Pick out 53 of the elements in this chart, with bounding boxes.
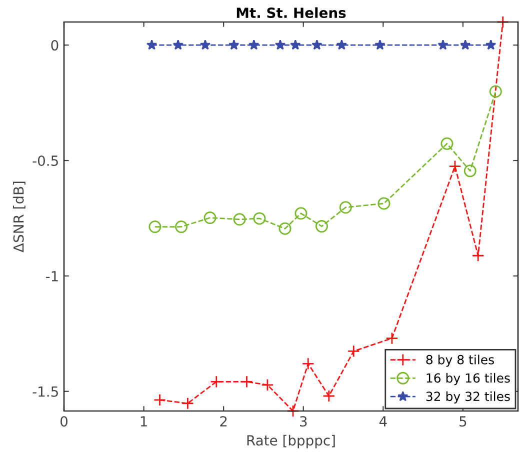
- point: [460, 40, 471, 50]
- y-tick-label: -1: [46, 271, 58, 282]
- point: [233, 213, 246, 226]
- x-tick-label: 3: [300, 416, 307, 427]
- point: [148, 220, 162, 234]
- point: [312, 40, 322, 50]
- point: [228, 40, 240, 50]
- x-tick-label: 5: [460, 416, 466, 427]
- x-tick-label: 2: [220, 416, 227, 426]
- point: [472, 249, 484, 262]
- point: [486, 40, 496, 50]
- point: [261, 378, 274, 392]
- y-tick-label: -1.5: [32, 386, 58, 397]
- legend-label: 32 by 32 tiles: [426, 391, 510, 404]
- x-tick-label: 1: [140, 416, 147, 426]
- point: [278, 222, 292, 235]
- point: [438, 40, 448, 50]
- point: [181, 397, 194, 410]
- x-axis-title: Rate [bpppc]: [247, 434, 335, 448]
- point: [204, 212, 216, 224]
- point: [322, 390, 336, 402]
- y-tick-label: 0: [51, 40, 58, 51]
- point: [248, 40, 260, 50]
- point: [386, 332, 398, 345]
- point: [240, 375, 253, 388]
- point: [315, 220, 328, 233]
- point: [200, 40, 211, 50]
- x-tick-label: 0: [60, 416, 68, 427]
- point: [294, 207, 308, 220]
- point: [253, 212, 266, 225]
- point: [339, 201, 352, 214]
- point: [153, 394, 166, 406]
- x-tick-label: 4: [379, 416, 387, 426]
- point: [464, 164, 476, 178]
- y-tick-label: -0.5: [32, 155, 58, 166]
- point: [347, 344, 360, 358]
- chart-title: Mt. St. Helens: [236, 7, 346, 18]
- point: [378, 197, 390, 210]
- point: [172, 40, 184, 50]
- point: [489, 85, 502, 98]
- point: [210, 375, 223, 388]
- legend-label: 8 by 8 tiles: [426, 354, 494, 367]
- point: [302, 357, 314, 370]
- point: [374, 40, 386, 50]
- point: [175, 220, 188, 234]
- legend-label: 16 by 16 tiles: [426, 373, 510, 386]
- point: [336, 40, 347, 50]
- point: [440, 137, 454, 150]
- point: [146, 40, 158, 50]
- y-axis-title: ΔSNR [dB]: [13, 182, 26, 252]
- point: [290, 40, 301, 50]
- point: [448, 160, 462, 173]
- point: [274, 40, 286, 50]
